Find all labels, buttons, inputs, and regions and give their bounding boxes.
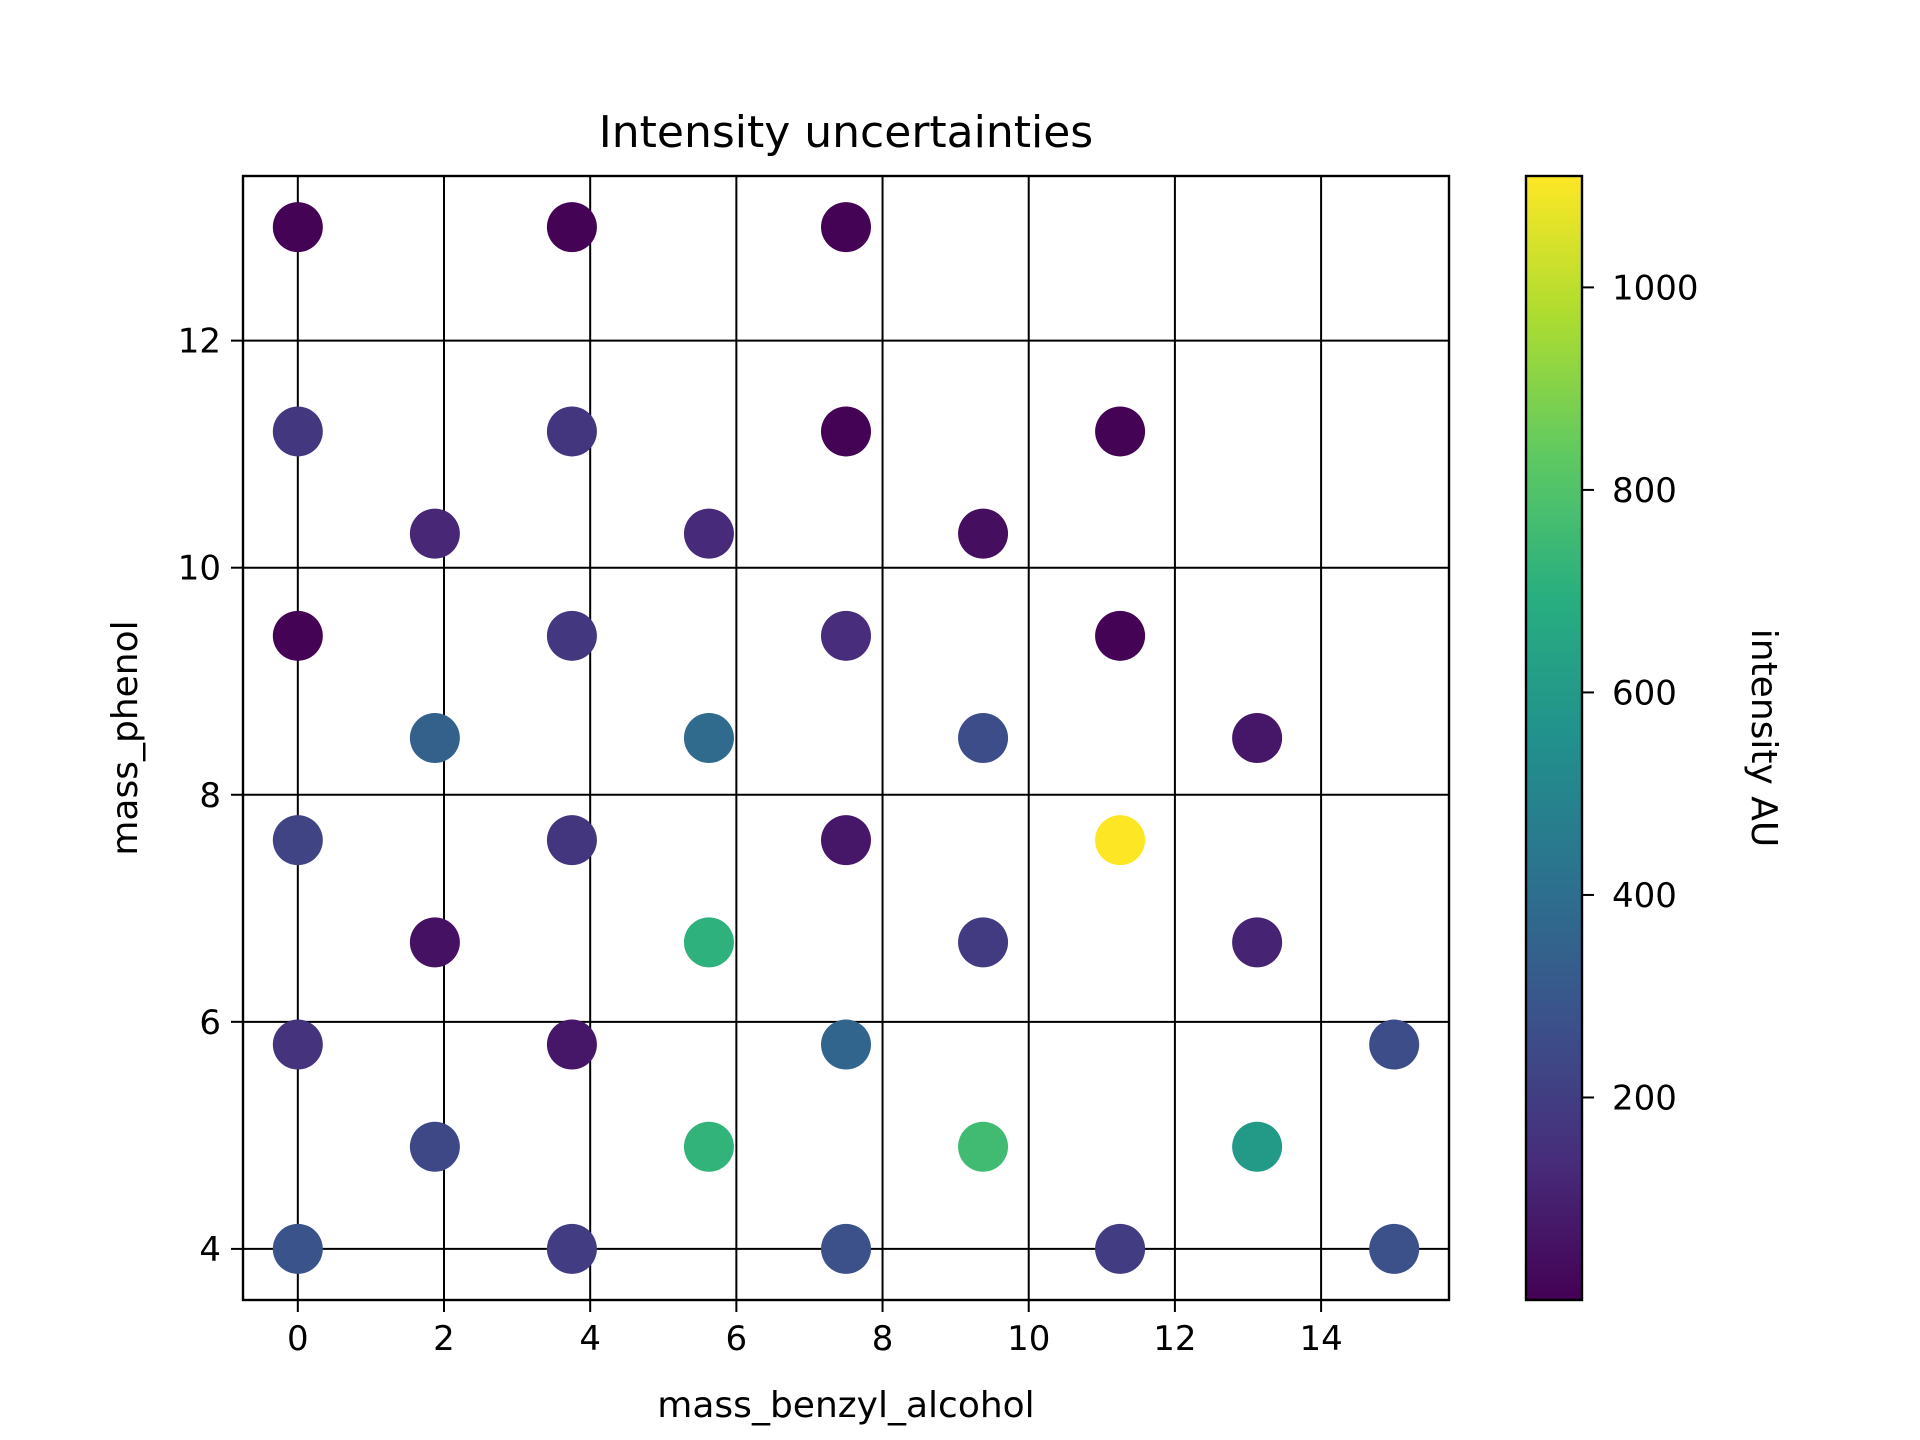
x-tick-label: 8 bbox=[872, 1319, 894, 1359]
y-tick-label: 10 bbox=[178, 549, 221, 589]
data-point bbox=[546, 406, 597, 457]
x-tick-label: 4 bbox=[579, 1319, 601, 1359]
data-point bbox=[272, 815, 323, 866]
data-point bbox=[821, 815, 871, 866]
data-point bbox=[821, 1019, 871, 1070]
data-point bbox=[1095, 610, 1146, 661]
colorbar-tick-label: 200 bbox=[1612, 1078, 1677, 1118]
data-point bbox=[1095, 1223, 1146, 1274]
x-tick-label: 2 bbox=[433, 1319, 455, 1359]
data-point bbox=[546, 1223, 597, 1274]
data-point bbox=[683, 713, 734, 763]
data-point bbox=[683, 917, 734, 968]
colorbar-tick-label: 600 bbox=[1612, 673, 1677, 713]
data-point bbox=[546, 815, 597, 866]
data-point bbox=[409, 508, 460, 559]
data-point bbox=[546, 202, 597, 253]
y-tick-label: 8 bbox=[199, 776, 221, 816]
x-tick-label: 0 bbox=[287, 1319, 309, 1359]
y-axis-label: mass_phenol bbox=[105, 620, 146, 855]
data-points bbox=[272, 202, 1420, 1274]
y-tick-label: 4 bbox=[199, 1230, 221, 1270]
grid-lines bbox=[243, 176, 1449, 1300]
colorbar-label: intensity AU bbox=[1743, 629, 1784, 848]
data-point bbox=[958, 1121, 1009, 1172]
x-tick-label: 10 bbox=[1007, 1319, 1050, 1359]
colorbar-tick-label: 400 bbox=[1612, 876, 1677, 916]
data-point bbox=[272, 1223, 323, 1274]
data-point bbox=[1095, 815, 1146, 866]
x-tick-label: 6 bbox=[726, 1319, 748, 1359]
data-point bbox=[1095, 406, 1146, 457]
y-tick-label: 12 bbox=[178, 322, 221, 362]
data-point bbox=[409, 713, 460, 763]
colorbar-frame bbox=[1524, 174, 1584, 1302]
data-point bbox=[272, 610, 323, 661]
colorbar-tick-label: 1000 bbox=[1612, 268, 1699, 308]
data-point bbox=[958, 508, 1009, 559]
y-tick-label: 6 bbox=[199, 1003, 221, 1043]
colorbar-gradient bbox=[1526, 176, 1582, 1300]
data-point bbox=[272, 202, 323, 253]
x-axis-label: mass_benzyl_alcohol bbox=[657, 1385, 1034, 1426]
colorbar-ticks: 200 400 600 800 1000 bbox=[1582, 268, 1699, 1118]
data-point bbox=[683, 1121, 734, 1172]
data-point bbox=[1232, 713, 1283, 763]
plot-frame bbox=[241, 174, 1451, 1302]
data-point bbox=[409, 917, 460, 968]
data-point bbox=[821, 610, 871, 661]
data-point bbox=[821, 202, 871, 253]
data-point bbox=[958, 917, 1009, 968]
data-point bbox=[1232, 917, 1283, 968]
data-point bbox=[409, 1121, 460, 1172]
data-point bbox=[1369, 1019, 1420, 1070]
x-tick-label: 14 bbox=[1299, 1319, 1342, 1359]
data-point bbox=[272, 406, 323, 457]
data-point bbox=[272, 1019, 323, 1070]
y-axis-ticks: 4 6 8 10 12 bbox=[178, 322, 243, 1270]
chart-title: Intensity uncertainties bbox=[599, 107, 1093, 158]
colorbar-tick-label: 800 bbox=[1612, 471, 1677, 511]
x-tick-label: 12 bbox=[1153, 1319, 1196, 1359]
data-point bbox=[546, 610, 597, 661]
data-point bbox=[1369, 1223, 1420, 1274]
data-point bbox=[821, 1223, 871, 1274]
data-point bbox=[1232, 1121, 1283, 1172]
x-axis-ticks: 0 2 4 6 8 10 12 14 bbox=[287, 1300, 1343, 1359]
data-point bbox=[683, 508, 734, 559]
colorbar: 200 400 600 800 1000 intensity AU bbox=[1524, 174, 1784, 1302]
data-point bbox=[821, 406, 871, 457]
data-point bbox=[958, 713, 1009, 763]
data-point bbox=[546, 1019, 597, 1070]
